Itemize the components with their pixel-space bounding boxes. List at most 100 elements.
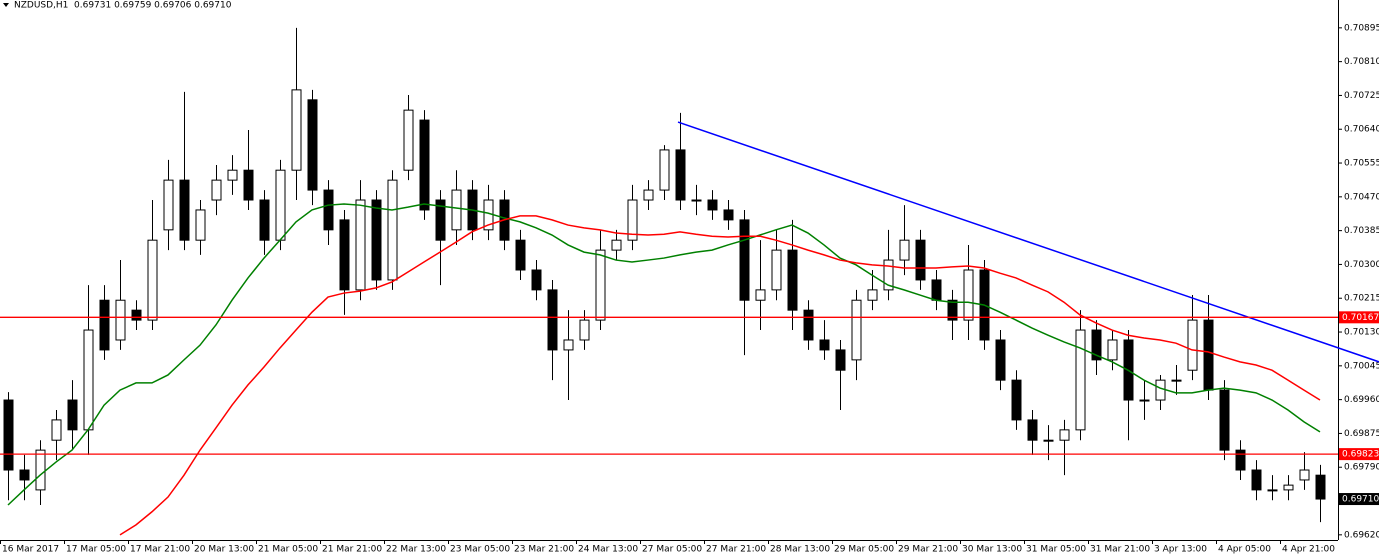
candle-body bbox=[99, 299, 110, 351]
x-tick-label: 17 Mar 05:00 bbox=[66, 545, 126, 555]
candle-body bbox=[1203, 319, 1214, 391]
quote: 0.69731 0.69759 0.69706 0.69710 bbox=[74, 1, 232, 11]
x-tick-label: 4 Apr 21:00 bbox=[1282, 545, 1335, 555]
candle-body bbox=[1219, 389, 1230, 451]
candle-body bbox=[1155, 379, 1166, 401]
x-tick-label: 31 Mar 05:00 bbox=[1026, 545, 1086, 555]
candle-body bbox=[323, 189, 334, 231]
y-tick-label: 0.70385 bbox=[1344, 226, 1379, 236]
candle-body bbox=[35, 449, 46, 491]
x-tick-label: 3 Apr 13:00 bbox=[1154, 545, 1207, 555]
candle-body bbox=[819, 339, 830, 351]
candle-body bbox=[723, 209, 734, 221]
candle-body bbox=[451, 189, 462, 231]
candle-body bbox=[243, 169, 254, 201]
candle-body bbox=[147, 239, 158, 321]
candle-body bbox=[163, 179, 174, 231]
candle-body bbox=[275, 169, 286, 241]
candle-body bbox=[1139, 399, 1150, 402]
trend-line bbox=[677, 121, 1379, 363]
y-tick-label: 0.70130 bbox=[1344, 328, 1379, 338]
level-label: 0.70167 bbox=[1342, 313, 1379, 323]
candle-body bbox=[131, 309, 142, 321]
candle-body bbox=[307, 99, 318, 191]
candle-body bbox=[915, 239, 926, 281]
x-tick-label: 21 Mar 21:00 bbox=[322, 545, 382, 555]
candle-body bbox=[419, 119, 430, 211]
y-tick-label: 0.69790 bbox=[1344, 463, 1379, 473]
x-tick-label: 4 Apr 05:00 bbox=[1218, 545, 1271, 555]
candle-body bbox=[1171, 379, 1182, 382]
x-tick-label: 20 Mar 13:00 bbox=[194, 545, 254, 555]
candle-body bbox=[211, 179, 222, 201]
x-tick-label: 21 Mar 05:00 bbox=[258, 545, 318, 555]
y-tick-label: 0.70725 bbox=[1344, 91, 1379, 101]
candle-body bbox=[403, 109, 414, 171]
candle-body bbox=[1283, 484, 1294, 491]
candle-body bbox=[1299, 469, 1310, 481]
candle-body bbox=[67, 399, 78, 431]
candle-body bbox=[387, 179, 398, 281]
candle-body bbox=[547, 289, 558, 351]
candle-body bbox=[771, 249, 782, 291]
x-tick-label: 30 Mar 13:00 bbox=[962, 545, 1022, 555]
candle-body bbox=[1011, 379, 1022, 421]
x-tick-label: 29 Mar 05:00 bbox=[834, 545, 894, 555]
y-tick-label: 0.69875 bbox=[1344, 429, 1379, 439]
level-label-box bbox=[1339, 448, 1379, 461]
candle-body bbox=[595, 249, 606, 321]
candle-body bbox=[1267, 489, 1278, 492]
candle-body bbox=[19, 469, 30, 481]
y-tick-label: 0.70470 bbox=[1344, 192, 1379, 202]
x-tick-label: 28 Mar 13:00 bbox=[770, 545, 830, 555]
candle-body bbox=[995, 339, 1006, 381]
candle-body bbox=[1027, 419, 1038, 441]
candle-body bbox=[1059, 429, 1070, 441]
candle-body bbox=[739, 219, 750, 301]
candle-body bbox=[931, 279, 942, 301]
candle-body bbox=[515, 239, 526, 271]
level-label-box bbox=[1339, 311, 1379, 324]
candle-body bbox=[259, 199, 270, 241]
symbol-title: NZDUSD,H1 bbox=[14, 1, 68, 11]
y-tick-label: 0.70810 bbox=[1344, 57, 1379, 67]
candle-body bbox=[355, 199, 366, 291]
candle-body bbox=[707, 199, 718, 211]
candle-body bbox=[227, 169, 238, 181]
y-tick-label: 0.70300 bbox=[1344, 260, 1379, 270]
y-tick-label: 0.70640 bbox=[1344, 125, 1379, 135]
x-tick-label: 23 Mar 21:00 bbox=[514, 545, 574, 555]
candle-body bbox=[1075, 329, 1086, 431]
candle-body bbox=[803, 309, 814, 341]
candle-body bbox=[1187, 319, 1198, 371]
y-tick-label: 0.70895 bbox=[1344, 23, 1379, 33]
menu-arrow bbox=[3, 3, 9, 7]
candle-body bbox=[1043, 439, 1054, 442]
x-tick-label: 24 Mar 13:00 bbox=[578, 545, 638, 555]
candle-body bbox=[963, 269, 974, 321]
candle-body bbox=[835, 349, 846, 371]
x-tick-label: 16 Mar 2017 bbox=[2, 545, 59, 555]
candle-body bbox=[1235, 449, 1246, 471]
candle-body bbox=[1251, 469, 1262, 491]
candle-body bbox=[755, 289, 766, 301]
y-tick-label: 0.69960 bbox=[1344, 395, 1379, 405]
y-tick-label: 0.70045 bbox=[1344, 361, 1379, 371]
current-price-box bbox=[1339, 493, 1379, 506]
x-tick-label: 31 Mar 21:00 bbox=[1090, 545, 1150, 555]
current-price-label: 0.69710 bbox=[1342, 495, 1379, 505]
x-tick-label: 22 Mar 13:00 bbox=[386, 545, 446, 555]
candle-body bbox=[867, 289, 878, 301]
candle-body bbox=[883, 259, 894, 291]
candle-body bbox=[1091, 329, 1102, 361]
moving-average bbox=[7, 203, 1321, 506]
x-tick-label: 29 Mar 21:00 bbox=[898, 545, 958, 555]
y-tick-label: 0.70215 bbox=[1344, 294, 1379, 304]
candle-body bbox=[787, 249, 798, 311]
candle-body bbox=[291, 89, 302, 171]
x-tick-label: 27 Mar 05:00 bbox=[642, 545, 702, 555]
x-tick-label: 23 Mar 05:00 bbox=[450, 545, 510, 555]
